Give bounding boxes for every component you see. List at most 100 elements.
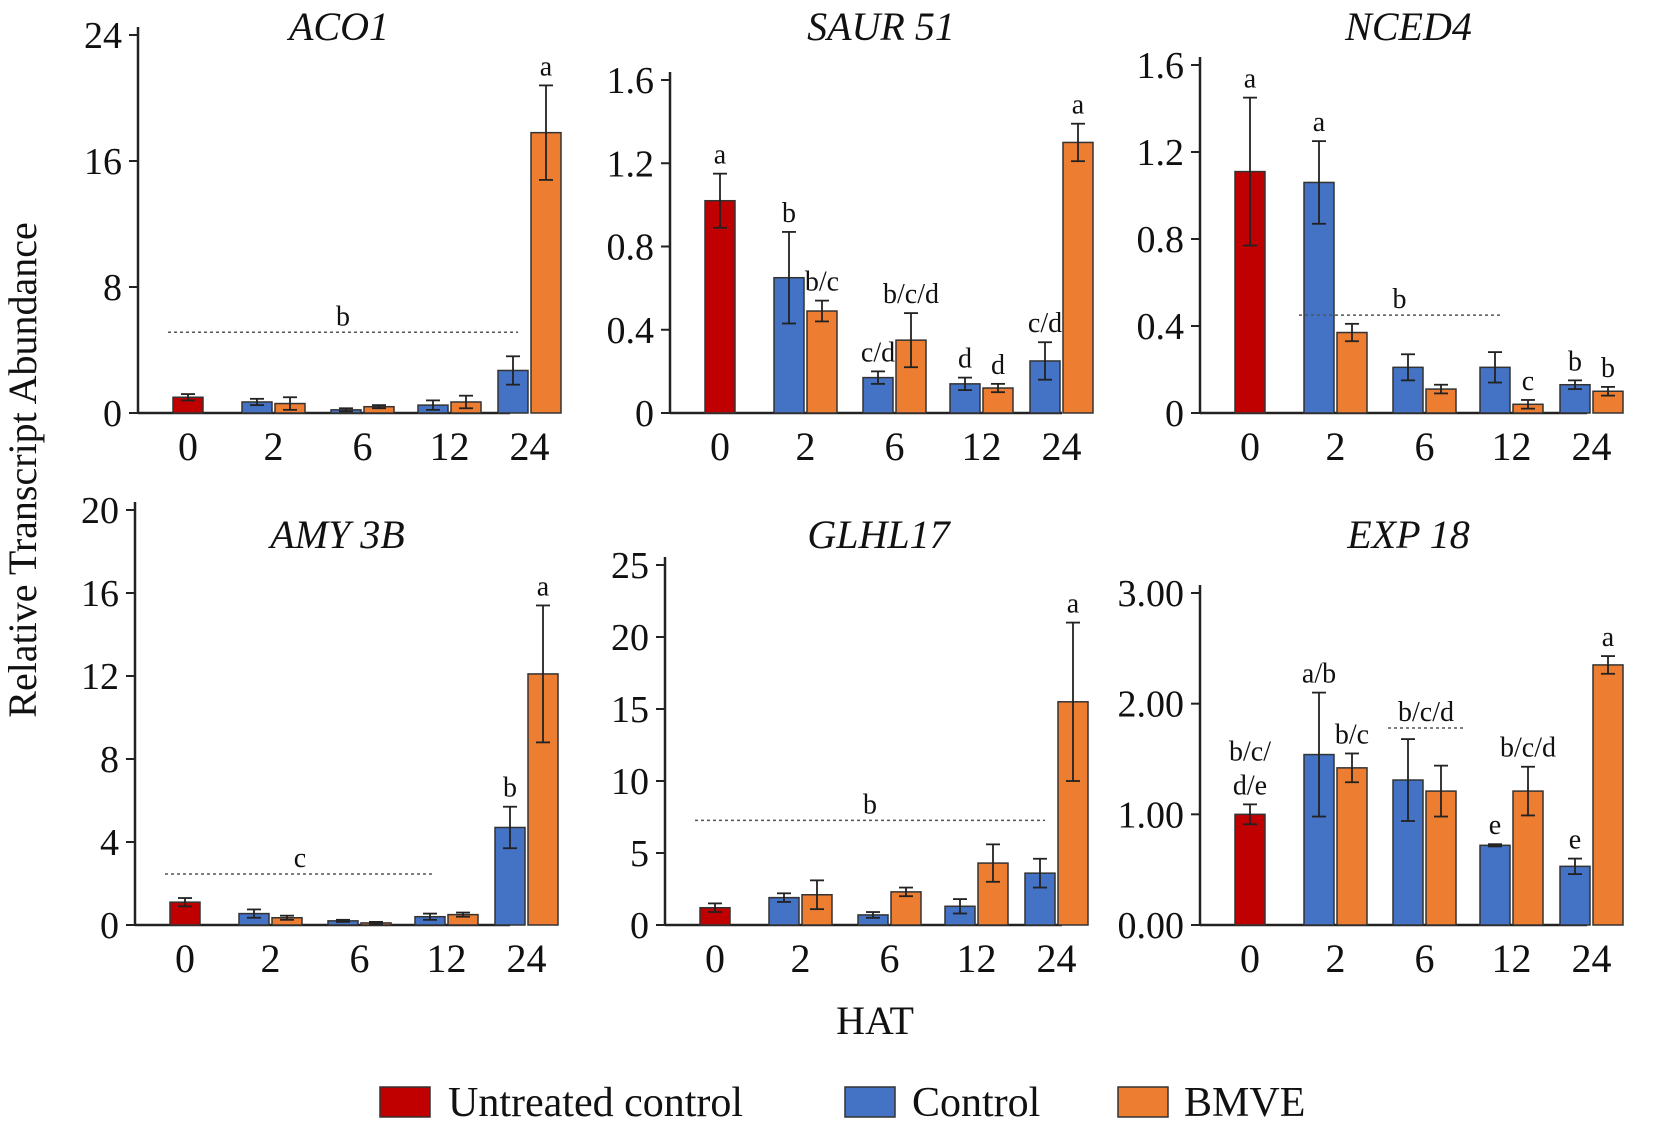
significance-label: e [1569, 825, 1581, 856]
error-bar-bmve-2 [280, 914, 294, 921]
y-tick-label: 5 [630, 833, 649, 875]
significance-label: a/b [1302, 659, 1336, 690]
y-tick-label: 1.2 [1137, 132, 1185, 174]
y-tick-label: 0 [1165, 393, 1184, 435]
y-tick-label: 15 [611, 689, 649, 731]
error-bar-bmve-24 [1601, 385, 1615, 397]
x-tick-label: 6 [880, 936, 900, 981]
bar-untreated-control-0 [704, 199, 736, 414]
significance-label: a [1072, 90, 1085, 121]
y-tick-label: 2.00 [1118, 684, 1185, 726]
x-tick-label: 12 [962, 424, 1002, 469]
error-bar-control-12 [958, 376, 972, 392]
bar-bmve-6 [890, 891, 922, 926]
panel-saur-51: SAUR 51 0 0.4 0.8 1.2 1.6 0 2 6 12 24 a b b/c c/d b/c/d… [607, 4, 1094, 469]
error-bar-bmve-24 [536, 604, 550, 744]
error-bar-bmve-2 [1345, 322, 1359, 343]
significance-label: c [294, 843, 306, 874]
y-tick-label: 16 [81, 573, 119, 615]
error-bar-control-12 [1488, 351, 1502, 384]
x-tick-label: 12 [1492, 424, 1532, 469]
error-bar-control-6 [1401, 353, 1415, 382]
panel-title: SAUR 51 [807, 4, 955, 49]
x-tick-label: 12 [427, 936, 467, 981]
significance-label: b [863, 789, 877, 820]
panel-title: NCED4 [1344, 4, 1472, 49]
error-bar-bmve-6 [372, 404, 386, 410]
error-bar-untreated-control-0 [713, 172, 727, 229]
x-tick-label: 0 [175, 936, 195, 981]
error-bar-untreated-control-0 [181, 393, 195, 402]
x-tick-label: 2 [261, 936, 281, 981]
bar-bmve-2 [1336, 767, 1368, 926]
error-bar-bmve-6 [1434, 383, 1448, 395]
error-bar-control-24 [1033, 857, 1047, 889]
error-bar-bmve-24 [1071, 122, 1085, 163]
error-bar-untreated-control-0 [1243, 96, 1257, 247]
y-tick-label: 0.8 [607, 227, 655, 269]
x-tick-label: 24 [1037, 936, 1077, 981]
x-axis-title: HAT [836, 998, 914, 1043]
significance-label: b/c/d [1500, 733, 1556, 764]
x-tick-label: 6 [1415, 424, 1435, 469]
significance-label: b [503, 773, 517, 804]
legend-label-bmve: BMVE [1184, 1080, 1305, 1126]
y-tick-label: 1.6 [607, 60, 655, 102]
panel-title: AMY 3B [267, 512, 404, 557]
error-bar-control-6 [871, 370, 885, 385]
y-tick-label: 0.00 [1118, 905, 1185, 947]
error-bar-control-24 [503, 805, 517, 850]
error-bar-control-6 [336, 918, 350, 923]
significance-label: a [1067, 589, 1080, 620]
x-tick-label: 6 [350, 936, 370, 981]
x-tick-label: 12 [430, 424, 470, 469]
error-bar-bmve-2 [810, 879, 824, 911]
legend-swatch-untreated-control [379, 1086, 431, 1118]
panel-title: GLHL17 [807, 512, 951, 557]
y-tick-label: 12 [81, 656, 119, 698]
legend-label-untreated-control: Untreated control [448, 1080, 743, 1126]
error-bar-bmve-2 [1345, 752, 1359, 784]
y-tick-label: 0.8 [1137, 219, 1185, 261]
error-bar-bmve-12 [1521, 399, 1535, 410]
error-bar-control-6 [866, 911, 880, 919]
error-bar-bmve-12 [991, 382, 1005, 394]
y-tick-label: 1.00 [1118, 794, 1185, 836]
bar-bmve-2 [806, 310, 838, 414]
legend-swatch-bmve [1117, 1086, 1169, 1118]
error-bar-untreated-control-0 [178, 897, 192, 908]
legend-label-control: Control [912, 1080, 1040, 1126]
error-bar-control-12 [426, 399, 440, 411]
error-bar-untreated-control-0 [708, 902, 722, 913]
x-tick-label: 0 [178, 424, 198, 469]
x-tick-label: 2 [264, 424, 284, 469]
y-tick-label: 0 [103, 393, 122, 435]
panel-title: ACO1 [286, 4, 389, 49]
significance-label: a [537, 571, 550, 602]
significance-label: e [1489, 810, 1501, 841]
error-bar-bmve-2 [815, 299, 829, 323]
significance-label: b/c [1335, 719, 1369, 750]
error-bar-control-6 [1401, 738, 1415, 822]
significance-label: b/c/d [883, 279, 939, 310]
error-bar-control-6 [339, 407, 353, 413]
error-bar-bmve-12 [986, 843, 1000, 883]
error-bar-bmve-12 [456, 911, 470, 918]
error-bar-control-2 [782, 231, 796, 325]
bar-bmve-24 [1062, 141, 1094, 414]
y-tick-label: 20 [611, 617, 649, 659]
significance-label: d [991, 350, 1005, 381]
panel-amy-3b: AMY 3B 0 4 8 12 16 20 0 2 6 12 24 c b a [81, 490, 559, 981]
bar-bmve-2 [1336, 331, 1368, 414]
x-tick-label: 2 [796, 424, 816, 469]
error-bar-bmve-6 [369, 920, 383, 925]
x-tick-label: 24 [1572, 424, 1612, 469]
panel-exp-18: EXP 18 0.00 1.00 2.00 3.00 0 2 6 12 24 b/c/d/e a/b b… [1118, 512, 1624, 981]
bar-control-24 [1559, 865, 1591, 926]
y-tick-label: 1.6 [1137, 45, 1185, 87]
legend-item-control: Control [844, 1080, 1040, 1126]
error-bar-control-12 [423, 912, 437, 921]
y-tick-label: 8 [103, 267, 122, 309]
significance-label: b [1601, 353, 1615, 384]
y-tick-label: 0 [630, 905, 649, 947]
